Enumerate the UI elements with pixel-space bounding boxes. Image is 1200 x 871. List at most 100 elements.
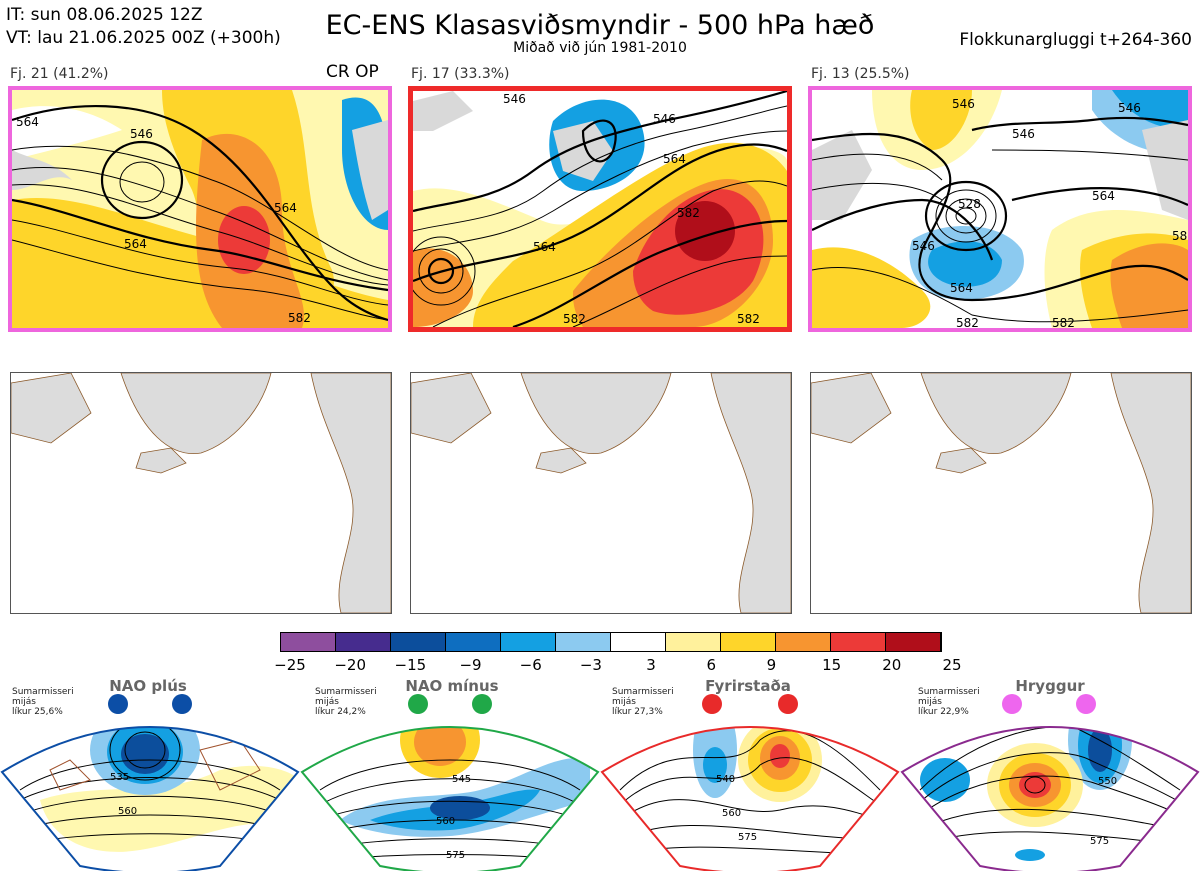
contour-label: 545 xyxy=(452,774,471,785)
colorbar-swatch xyxy=(721,633,776,651)
colorbar-swatch xyxy=(776,633,831,651)
regime-3-title: Fyrirstaða xyxy=(705,677,791,695)
colorbar-swatch xyxy=(611,633,666,651)
stat-line: Sumarmisseri xyxy=(12,687,74,697)
cluster-3-map: 546 546 546 528 564 564 546 582 582 582 xyxy=(808,86,1192,332)
stat-line: mijás xyxy=(918,697,942,707)
regime-2-map: 545 560 575 xyxy=(302,727,598,871)
colorbar-swatch xyxy=(831,633,886,651)
colorbar-swatch xyxy=(336,633,391,651)
stat-line: líkur 27,3% xyxy=(612,707,663,717)
regime-1-title: NAO plús xyxy=(109,677,187,695)
regime-3-stats: Sumarmisseri mijás líkur 27,3% xyxy=(612,687,674,717)
colorbar-swatch xyxy=(281,633,336,651)
colorbar-tick-label: −9 xyxy=(459,656,482,674)
colorbar-swatch xyxy=(391,633,446,651)
colorbar-tick-label: 20 xyxy=(882,656,902,674)
contour-label: 546 xyxy=(1118,101,1141,115)
colorbar-swatch xyxy=(886,633,941,651)
contour-label: 560 xyxy=(722,808,741,819)
valid-time: VT: lau 21.06.2025 00Z (+300h) xyxy=(6,28,281,48)
empty-map-2 xyxy=(410,372,792,614)
classification-window: Flokkunargluggi t+264-360 xyxy=(959,30,1192,50)
regime-2-dot-right xyxy=(472,694,492,714)
stat-line: líkur 25,6% xyxy=(12,707,63,717)
colorbar-swatch xyxy=(666,633,721,651)
contour-label: 564 xyxy=(663,152,686,166)
cluster-1-label: Fj. 21 (41.2%) xyxy=(10,66,109,82)
regime-1-dot-left xyxy=(108,694,128,714)
colorbar-tick-label: −25 xyxy=(274,656,306,674)
colorbar-tick-label: 3 xyxy=(646,656,656,674)
regime-2-stats: Sumarmisseri mijás líkur 24,2% xyxy=(315,687,377,717)
regime-3-dot-left xyxy=(702,694,722,714)
colorbar-tick-label: −15 xyxy=(394,656,427,674)
contour-label: 528 xyxy=(958,197,981,211)
regime-3-map: 540 560 575 xyxy=(602,727,898,871)
header-info: IT: sun 08.06.2025 12Z VT: lau 21.06.202… xyxy=(6,4,281,50)
contour-label: 564 xyxy=(533,240,556,254)
regime-1-dot-right xyxy=(172,694,192,714)
contour-label: 582 xyxy=(1052,316,1075,328)
regime-4-map: 530 550 575 xyxy=(902,727,1198,871)
colorbar-tick-label: −3 xyxy=(579,656,602,674)
contour-label: 546 xyxy=(912,239,935,253)
page-title: EC-ENS Klasasviðsmyndir - 500 hPa hæð xyxy=(325,10,875,41)
regime-1-stats: Sumarmisseri mijás líkur 25,6% xyxy=(12,687,74,717)
contour-label: 575 xyxy=(1090,836,1109,847)
stat-line: mijás xyxy=(612,697,636,707)
coastline-map xyxy=(11,373,391,613)
contour-label: 575 xyxy=(446,850,465,861)
colorbar-swatch xyxy=(446,633,501,651)
contour-label: 546 xyxy=(503,92,526,106)
colorbar-tick-label: 25 xyxy=(942,656,962,674)
contour-label: 540 xyxy=(716,774,735,785)
cluster-2-label: Fj. 17 (33.3%) xyxy=(411,66,510,82)
regime-4-title: Hryggur xyxy=(1015,677,1085,695)
regime-1-map: 535 560 xyxy=(2,727,298,871)
empty-map-1 xyxy=(10,372,392,614)
cluster-3-label: Fj. 13 (25.5%) xyxy=(811,66,910,82)
contour-label: 564 xyxy=(950,281,973,295)
regime-4-dot-left xyxy=(1002,694,1022,714)
contour-label: 564 xyxy=(274,201,297,215)
empty-map-3 xyxy=(810,372,1192,614)
regime-2-dot-left xyxy=(408,694,428,714)
contour-label: 564 xyxy=(16,115,39,129)
stat-line: líkur 24,2% xyxy=(315,707,366,717)
contour-label: 582 xyxy=(1172,229,1188,243)
contour-label: 564 xyxy=(124,237,147,251)
contour-label: 546 xyxy=(952,97,975,111)
stat-line: líkur 22,9% xyxy=(918,707,969,717)
colorbar-swatch xyxy=(556,633,611,651)
contour-label: 564 xyxy=(1092,189,1115,203)
cluster-1-tag: CR OP xyxy=(326,62,379,82)
colorbar-tick-label: 15 xyxy=(822,656,842,674)
colorbar-swatch xyxy=(501,633,556,651)
contour-label: 546 xyxy=(130,127,153,141)
contour-label: 575 xyxy=(738,832,757,843)
regime-2-title: NAO mínus xyxy=(405,677,499,695)
contour-label: 582 xyxy=(737,312,760,326)
stat-line: mijás xyxy=(315,697,339,707)
contour-label: 582 xyxy=(956,316,979,328)
cluster-2-map: 546 546 564 564 582 582 582 xyxy=(408,86,792,332)
contour-label: 582 xyxy=(677,206,700,220)
regime-maps: 535 560 545 560 575 xyxy=(0,694,1200,871)
contour-label: 550 xyxy=(1098,776,1117,787)
contour-label: 535 xyxy=(110,772,129,783)
colorbar xyxy=(280,632,942,652)
contour-label: 560 xyxy=(118,806,137,817)
contour-label: 546 xyxy=(653,112,676,126)
stat-line: mijás xyxy=(12,697,36,707)
regime-4-stats: Sumarmisseri mijás líkur 22,9% xyxy=(918,687,980,717)
colorbar-tick-label: 9 xyxy=(766,656,777,674)
page-subtitle: Miðað við jún 1981-2010 xyxy=(513,40,687,56)
contour-label: 560 xyxy=(436,816,455,827)
coastline-map xyxy=(411,373,791,613)
regime-3-dot-right xyxy=(778,694,798,714)
contour-label: 582 xyxy=(288,311,311,325)
colorbar-tick-label: −6 xyxy=(519,656,542,674)
contour-label: 546 xyxy=(1012,127,1035,141)
stat-line: Sumarmisseri xyxy=(315,687,377,697)
